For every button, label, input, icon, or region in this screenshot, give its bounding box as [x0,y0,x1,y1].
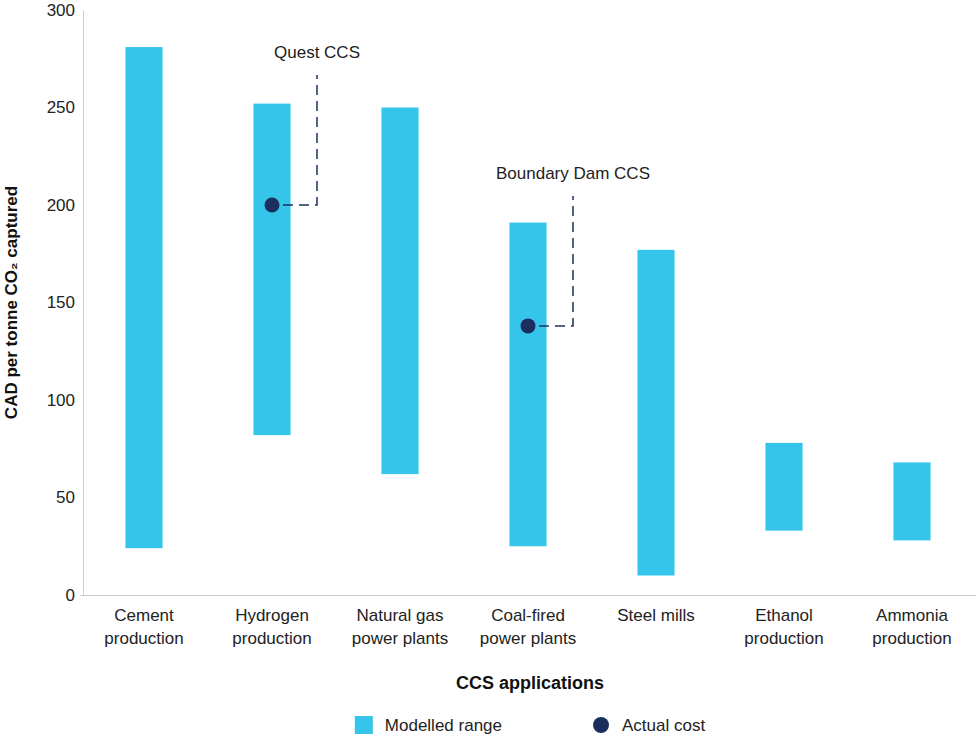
range-bar [637,250,674,576]
x-tick: Ammoniaproduction [872,595,951,648]
legend-label: Actual cost [622,716,705,735]
legend-item: Actual cost [593,716,705,735]
x-tick: Natural gaspower plants [352,595,448,648]
y-tick: 300 [47,1,83,20]
actual-cost-point [265,198,280,213]
y-tick: 200 [47,196,83,215]
x-tick-label: Ethanolproduction [744,606,823,648]
range-bar [893,462,930,540]
range-bar [253,104,290,436]
y-axis-title: CAD per tonne CO₂ captured [2,186,21,419]
y-tick-label: 50 [56,488,75,507]
x-tick: Ethanolproduction [744,595,823,648]
annotation-leader [539,196,573,326]
y-axis: 0 50 100 150 200 250 300 [47,1,84,605]
x-axis-line [81,595,976,596]
range-bar [765,443,802,531]
x-tick: Steel mills [617,595,694,625]
y-tick: 250 [47,98,83,117]
plot-area [125,47,930,575]
x-tick-label: Steel mills [617,606,694,625]
y-tick-label: 300 [47,1,75,20]
x-tick: Coal-firedpower plants [480,595,576,648]
y-tick: 100 [47,391,83,410]
y-axis-line [83,11,84,596]
y-tick-label: 250 [47,98,75,117]
x-axis: Cementproduction Hydrogenproduction Natura… [81,595,976,648]
y-tick-label: 0 [66,586,75,605]
y-tick: 0 [66,586,83,605]
annotation-label: Quest CCS [274,43,360,62]
points [265,198,536,334]
range-bars [125,47,930,575]
annotation-leader [283,75,317,205]
legend: Modelled range Actual cost [355,716,706,735]
range-bar [381,108,418,475]
chart: 0 50 100 150 200 250 300 Cementproduction Hydrog… [0,0,976,737]
x-tick-label: Coal-firedpower plants [480,606,576,648]
x-tick: Hydrogenproduction [232,595,311,648]
x-tick-label: Ammoniaproduction [872,606,951,648]
y-tick-label: 100 [47,391,75,410]
legend-item: Modelled range [355,716,502,735]
legend-label: Modelled range [385,716,502,735]
annotations: Quest CCS Boundary Dam CCS [274,43,650,326]
actual-cost-point [521,318,536,333]
range-bar [125,47,162,548]
range-bar [509,223,546,547]
annotation-label: Boundary Dam CCS [496,164,650,183]
x-tick-label: Natural gaspower plants [352,606,448,648]
x-axis-title: CCS applications [456,673,604,693]
x-tick: Cementproduction [104,595,183,648]
legend-swatch [355,716,373,734]
y-tick: 150 [47,293,83,312]
legend-swatch [593,717,609,733]
x-tick-label: Cementproduction [104,606,183,648]
x-tick-label: Hydrogenproduction [232,606,311,648]
y-tick-label: 150 [47,293,75,312]
y-tick: 50 [56,488,83,507]
y-tick-label: 200 [47,196,75,215]
